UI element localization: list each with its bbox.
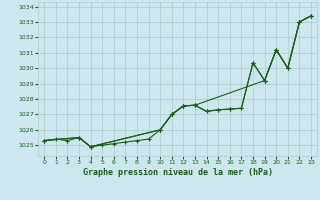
X-axis label: Graphe pression niveau de la mer (hPa): Graphe pression niveau de la mer (hPa) [83, 168, 273, 177]
